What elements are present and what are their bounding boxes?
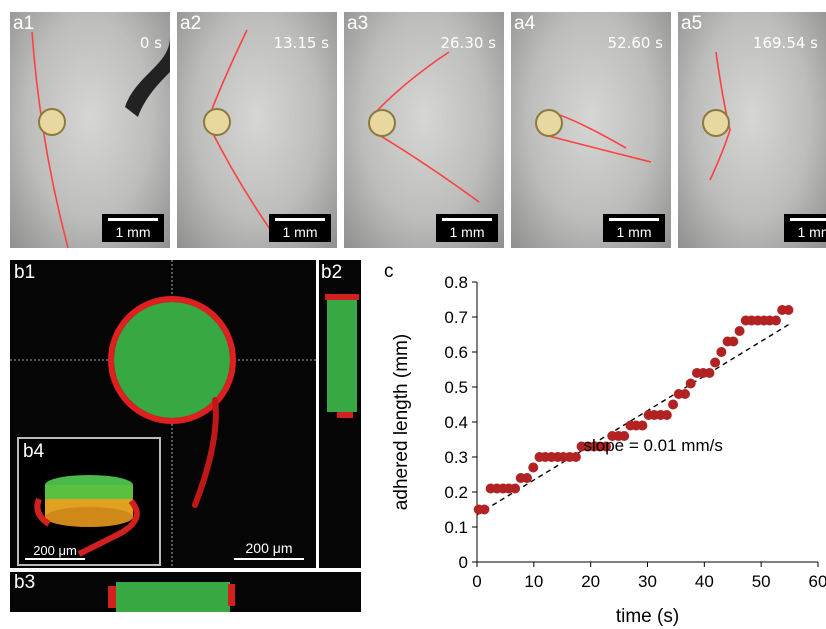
frame-a4: a4 52.60 s 1 mm	[511, 12, 671, 248]
panel-b3: b3	[10, 572, 361, 612]
x-tick-label: 20	[581, 572, 600, 591]
frame-label: a2	[180, 13, 202, 34]
fiber-path	[31, 31, 69, 248]
fiber-path	[709, 51, 731, 181]
x-tick-label: 50	[752, 572, 771, 591]
red-fiber-top	[325, 294, 359, 300]
frame-a5-drawing	[702, 51, 731, 181]
frame-a4-drawing	[535, 109, 652, 163]
y-tick-label: 0.2	[444, 483, 468, 502]
scale-bar: 200 μm	[25, 543, 85, 560]
x-tick-label: 30	[638, 572, 657, 591]
green-disk-side	[327, 300, 357, 412]
b2-drawing	[325, 294, 359, 418]
frame-a2-drawing	[203, 29, 273, 233]
disk-particle	[368, 109, 396, 137]
green-disk	[114, 302, 230, 418]
frame-a5: a5 169.54 s 1 mm	[678, 12, 826, 248]
red-fiber-bottom	[337, 412, 353, 418]
frame-a3: a3 26.30 s 1 mm	[344, 12, 504, 248]
panel-label: b3	[14, 572, 36, 593]
frame-label: a4	[514, 13, 536, 34]
data-point	[528, 462, 539, 473]
data-point	[479, 504, 490, 515]
data-point	[716, 347, 727, 357]
x-tick-label: 0	[472, 572, 481, 591]
x-tick-label: 10	[524, 572, 543, 591]
data-point	[661, 410, 672, 420]
panel-label: b4	[23, 441, 45, 462]
data-point	[619, 431, 630, 441]
scale-bar: 1 mm	[603, 214, 665, 242]
panel-b2: b2	[319, 260, 361, 568]
data-point	[601, 441, 612, 452]
y-tick-label: 0	[459, 553, 468, 572]
data-point	[570, 452, 581, 462]
y-tick-label: 0.4	[444, 413, 468, 432]
frame-a3-drawing	[368, 51, 480, 203]
scale-bar: 1 mm	[102, 214, 164, 242]
b1-drawing	[10, 260, 316, 568]
red-fiber-wrap	[34, 497, 140, 557]
frame-label: a3	[347, 13, 369, 34]
y-tick-label: 0.5	[444, 378, 468, 397]
data-point	[637, 420, 648, 431]
disk-particle	[535, 109, 563, 137]
panel-label: c	[384, 261, 394, 282]
y-axis-label: adhered length (mm)	[391, 334, 412, 510]
y-tick-label: 0.1	[444, 518, 468, 537]
adhered-length-chart: 0 0.1 0.2 0.3 0.4 0.5 0.6 0.7 0.8 0 10 20 30 40 50 60 ti…	[391, 273, 826, 627]
inset-b4: b4 200 μm	[17, 437, 161, 566]
panel-label: b2	[321, 262, 343, 283]
y-tick-label: 0.6	[444, 343, 468, 362]
data-point	[668, 399, 679, 410]
red-fiber-right	[228, 584, 235, 606]
data-point	[783, 305, 794, 315]
disk-particle	[38, 108, 66, 136]
frame-label: a1	[13, 13, 35, 34]
frame-time: 0 s	[139, 34, 162, 52]
scale-bar: 200 μm	[234, 540, 304, 560]
pipette-shadow	[125, 37, 170, 117]
fit-line	[476, 323, 790, 516]
x-tick-label: 40	[695, 572, 714, 591]
y-tick-label: 0.3	[444, 448, 468, 467]
frame-a2: a2 13.15 s 1 mm	[177, 12, 337, 248]
data-point	[770, 315, 781, 326]
frame-a1-drawing	[31, 31, 170, 248]
scale-bar: 1 mm	[269, 214, 331, 242]
data-point	[734, 326, 745, 336]
green-disk-side	[116, 582, 230, 612]
disk-bottom	[45, 507, 133, 527]
y-tick-label: 0.7	[444, 308, 468, 327]
scale-bar: 1 mm	[784, 214, 826, 242]
red-fiber-tail	[192, 397, 219, 508]
scale-bar: 1 mm	[436, 214, 498, 242]
data-point	[510, 483, 521, 494]
disk-particle	[203, 108, 231, 136]
b3-drawing	[108, 582, 235, 612]
frame-label: a5	[681, 13, 703, 34]
y-tick-label: 0.8	[444, 273, 468, 292]
disk-particle	[702, 109, 730, 137]
panel-label: b1	[14, 262, 36, 283]
frame-a1: a1 0 s 1 mm	[10, 12, 170, 248]
panel-b1: b1 200 μm b4 200 μm	[10, 260, 316, 568]
data-point	[685, 378, 696, 389]
red-fiber-left	[108, 586, 116, 608]
frame-time: 13.15 s	[273, 34, 329, 52]
data-point	[704, 368, 715, 378]
data-point	[680, 389, 691, 399]
x-axis-label: time (s)	[616, 606, 679, 627]
data-point	[728, 336, 739, 347]
data-point	[522, 473, 533, 483]
red-fiber-ring	[108, 296, 236, 424]
frame-time: 52.60 s	[607, 34, 663, 52]
frame-time: 169.54 s	[752, 34, 818, 52]
data-point	[710, 357, 721, 368]
slope-annotation: slope = 0.01 mm/s	[583, 436, 722, 455]
x-tick-label: 60	[809, 572, 826, 591]
frame-time: 26.30 s	[440, 34, 496, 52]
b4-drawing	[34, 475, 140, 557]
